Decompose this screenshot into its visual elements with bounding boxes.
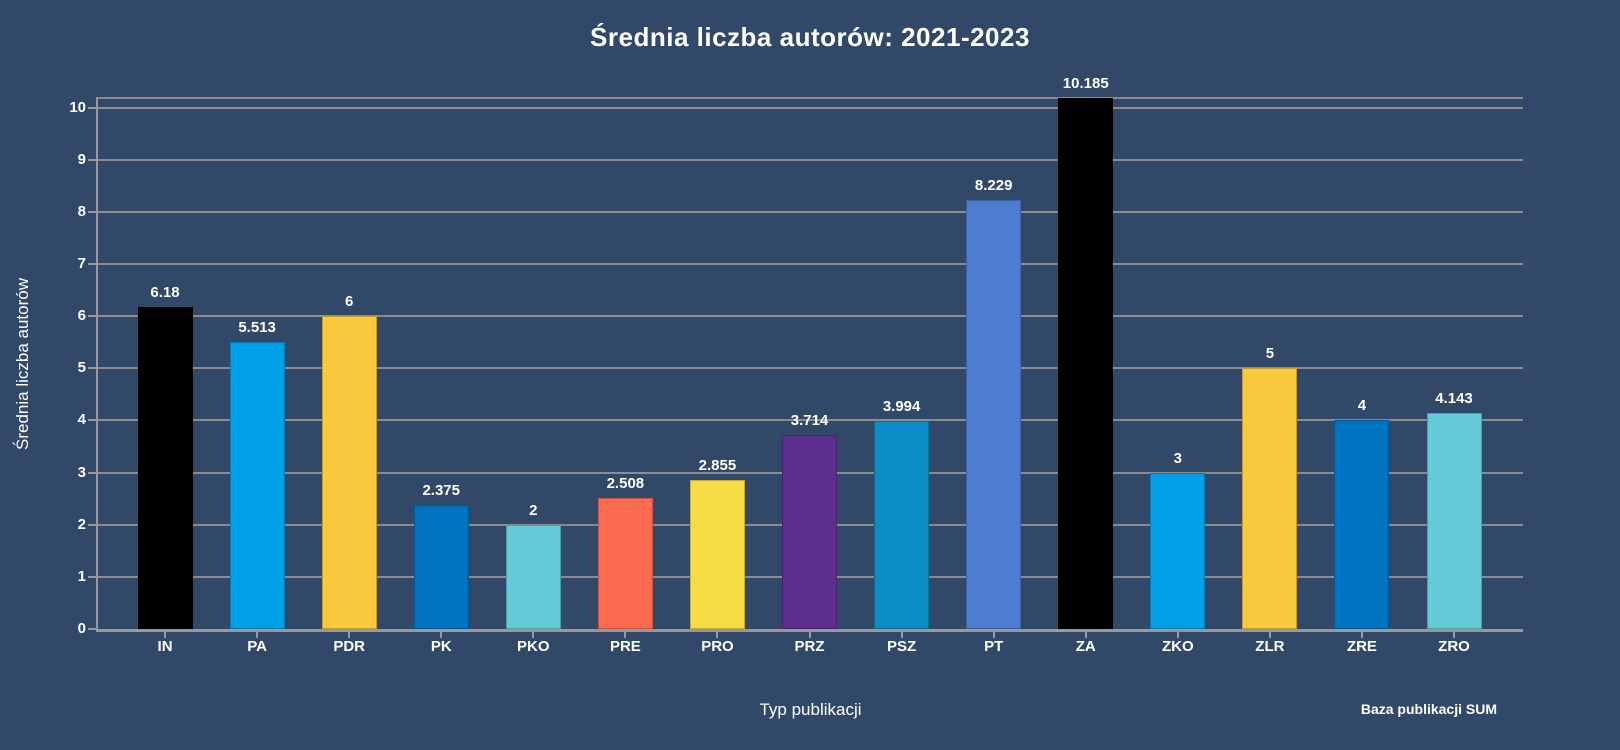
value-label-PRZ: 3.714: [790, 412, 829, 430]
bar-IN: [137, 306, 193, 629]
chart-title: Średnia liczba autorów: 2021-2023: [590, 22, 1030, 52]
x-tick-ZRO: [1453, 632, 1455, 638]
x-tick-label-ZRE: ZRE: [1346, 638, 1377, 655]
x-tick-label-PDR: PDR: [333, 638, 365, 655]
x-tick-PRE: [624, 632, 627, 638]
y-tick-label-0: 0: [77, 620, 86, 637]
gridline-8: [96, 210, 1523, 213]
bar-PRO: [689, 480, 745, 629]
bar-PRE: [597, 498, 653, 629]
y-tick-3: [88, 471, 96, 474]
x-tick-label-PK: PK: [430, 638, 452, 655]
value-label-PRE: 2.508: [606, 475, 645, 493]
x-tick-IN: [164, 632, 167, 638]
x-tick-label-PSZ: PSZ: [887, 638, 917, 655]
x-tick-label-PT: PT: [984, 638, 1004, 655]
value-label-PK: 2.375: [422, 482, 460, 500]
bar-PT: [966, 199, 1022, 629]
x-tick-ZLR: [1268, 632, 1271, 638]
bar-ZA: [1058, 98, 1114, 629]
value-label-ZA: 10.185: [1062, 75, 1109, 92]
y-tick-label-9: 9: [77, 150, 86, 168]
footer-source-label: Baza publikacji SUM: [1360, 701, 1497, 717]
value-label-IN: 6.18: [150, 283, 180, 301]
y-tick-label-5: 5: [77, 359, 86, 377]
y-tick-9: [88, 158, 96, 161]
x-tick-label-ZKO: ZKO: [1161, 638, 1194, 655]
bar-PDR: [321, 316, 377, 629]
x-tick-label-PRO: PRO: [701, 638, 734, 655]
y-tick-label-2: 2: [77, 515, 86, 533]
value-label-ZRE: 4: [1357, 397, 1367, 415]
y-tick-label-3: 3: [77, 463, 86, 481]
y-tick-7: [88, 263, 96, 266]
y-tick-1: [88, 575, 96, 578]
value-label-PRO: 2.855: [698, 457, 737, 475]
x-tick-label-PRZ: PRZ: [794, 638, 825, 655]
bar-PK: [413, 505, 469, 629]
bar-ZRE: [1334, 420, 1390, 629]
bar-PRZ: [782, 435, 838, 629]
y-tick-label-1: 1: [77, 567, 86, 585]
x-tick-ZKO: [1176, 632, 1179, 638]
gridline-5: [96, 367, 1523, 370]
y-tick-label-6: 6: [77, 307, 86, 325]
y-tick-10: [88, 106, 96, 109]
value-label-ZRO: 4.143: [1435, 390, 1473, 407]
value-label-ZLR: 5: [1265, 345, 1275, 363]
gridline-7: [96, 263, 1523, 266]
value-label-PT: 8.229: [974, 176, 1013, 194]
value-label-PA: 5.513: [238, 318, 276, 336]
y-tick-8: [88, 210, 96, 213]
gridline-9: [96, 158, 1523, 161]
value-label-PDR: 6: [345, 293, 354, 311]
y-tick-4: [88, 419, 96, 422]
bar-ZKO: [1150, 472, 1206, 629]
x-tick-label-ZRO: ZRO: [1438, 638, 1470, 655]
bar-ZLR: [1242, 368, 1298, 629]
x-tick-label-PA: PA: [247, 638, 267, 655]
x-tick-label-PRE: PRE: [609, 638, 641, 655]
y-axis-line: [96, 97, 98, 631]
bar-PKO: [505, 524, 561, 629]
y-tick-label-8: 8: [77, 202, 86, 220]
x-axis-line: [96, 629, 1523, 632]
value-label-PSZ: 3.994: [882, 397, 921, 415]
x-axis-title: Typ publikacji: [759, 700, 862, 719]
y-tick-label-10: 10: [69, 98, 86, 116]
gridline-4: [96, 419, 1523, 422]
x-tick-PRZ: [808, 632, 811, 638]
x-tick-ZRE: [1360, 632, 1363, 638]
y-tick-0: [88, 628, 96, 630]
bar-ZRO: [1426, 413, 1482, 629]
x-tick-PK: [440, 632, 443, 638]
y-tick-label-4: 4: [77, 411, 86, 429]
x-tick-label-ZA: ZA: [1075, 638, 1096, 655]
x-tick-ZA: [1084, 632, 1087, 638]
gridline-6: [96, 315, 1523, 318]
bar-PSZ: [874, 420, 930, 629]
plot-top-border: [96, 97, 1523, 99]
x-tick-label-PKO: PKO: [517, 638, 550, 655]
x-tick-PA: [256, 632, 259, 638]
x-tick-PT: [992, 632, 995, 638]
value-label-PKO: 2: [529, 501, 538, 519]
x-tick-PDR: [348, 632, 351, 638]
y-tick-6: [88, 315, 96, 318]
x-tick-PKO: [532, 632, 535, 638]
y-tick-label-7: 7: [77, 255, 86, 273]
value-label-ZKO: 3: [1173, 449, 1182, 467]
x-tick-PSZ: [900, 632, 903, 638]
x-tick-PRO: [716, 632, 719, 638]
y-tick-5: [88, 367, 96, 370]
y-tick-2: [88, 523, 96, 526]
gridline-10: [96, 106, 1523, 109]
bar-PA: [229, 341, 285, 629]
x-tick-label-IN: IN: [157, 638, 173, 655]
x-tick-label-ZLR: ZLR: [1255, 638, 1285, 655]
